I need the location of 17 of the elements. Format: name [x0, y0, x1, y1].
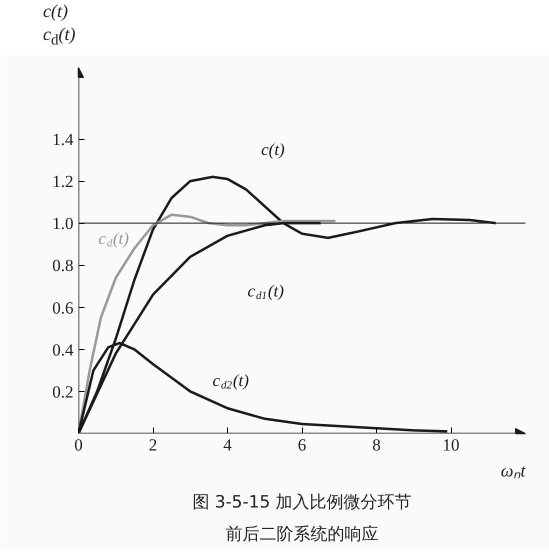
y-tick-label: 0.6 — [52, 298, 74, 318]
y-tick-label: 1.2 — [52, 172, 74, 192]
x-tick-label: 8 — [372, 436, 381, 454]
x-tick-label: 6 — [298, 436, 306, 454]
text: 图 3-5-15 加入比例微分环节前后二阶系统的响应 — [192, 492, 412, 544]
x-tick-label: 10 — [442, 436, 460, 454]
y-tick-label: 1.4 — [52, 130, 74, 150]
y-tick-label: 1.0 — [52, 214, 74, 234]
y-tick-label: 0.4 — [52, 340, 74, 360]
x-tick-label: 2 — [148, 436, 158, 454]
series-label: c(t) — [261, 140, 286, 159]
x-tick-label: 4 — [223, 436, 232, 454]
y-tick-label: 0.8 — [52, 256, 74, 276]
y-axis-title: c(t) c$_{d}$(t) — [43, 0, 76, 51]
x-axis-title: ωₙt — [500, 460, 526, 480]
x-tick-label: 0 — [74, 436, 83, 454]
y-tick-label: 0.2 — [52, 382, 74, 402]
